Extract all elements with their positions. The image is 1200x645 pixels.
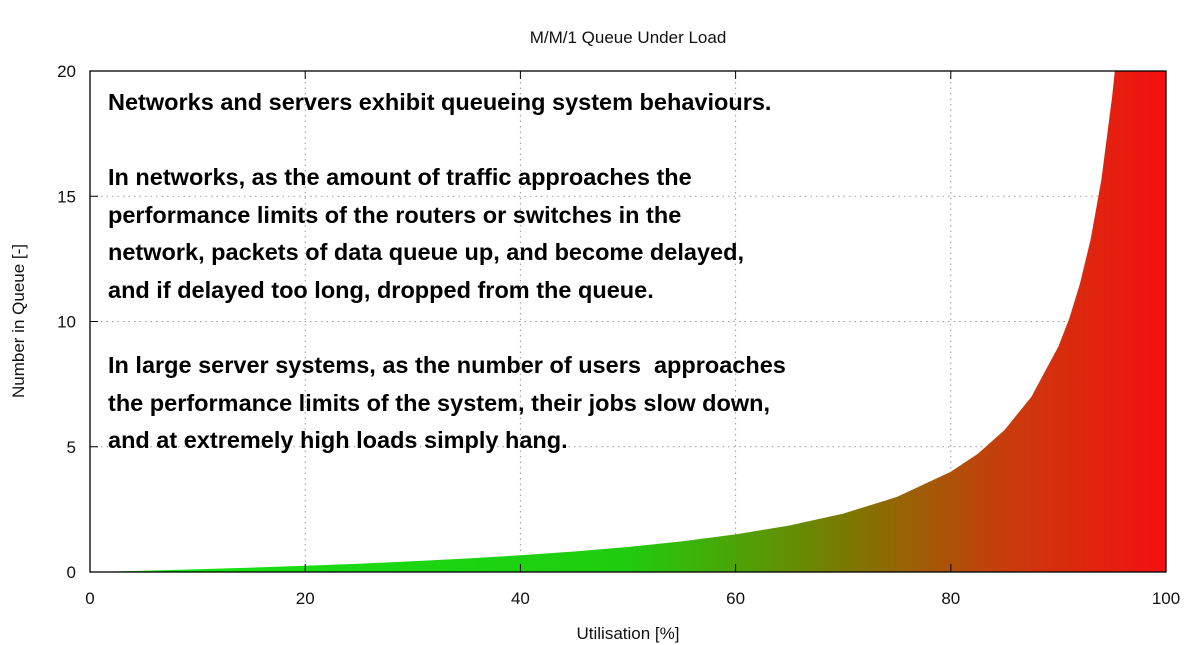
x-tick-label: 60 [726,589,745,608]
x-tick-label: 0 [85,589,94,608]
ticks: 0 20 40 60 80 100 0 5 10 15 20 [57,62,1180,608]
annotation-line [108,310,786,348]
annotation-text: Networks and servers exhibit queueing sy… [108,84,786,460]
annotation-line: and at extremely high loads simply hang. [108,427,568,454]
y-tick-label: 0 [67,563,76,582]
y-tick-label: 15 [57,187,76,206]
y-tick-label: 10 [57,313,76,332]
annotation-line [108,122,786,160]
annotation-line: the performance limits of the system, th… [108,389,771,416]
y-axis-label: Number in Queue [-] [9,244,28,398]
annotation-line: In networks, as the amount of traffic ap… [108,164,692,191]
x-axis-label: Utilisation [%] [577,624,680,643]
chart-title: M/M/1 Queue Under Load [530,28,727,47]
y-tick-label: 5 [67,438,76,457]
x-tick-label: 100 [1152,589,1180,608]
y-tick-label: 20 [57,62,76,81]
x-tick-label: 40 [511,589,530,608]
annotation-line: Networks and servers exhibit queueing sy… [108,89,772,115]
queue-area [90,71,1166,572]
annotation-line: and if delayed too long, dropped from th… [108,276,654,303]
annotation-line: performance limits of the routers or swi… [108,201,682,228]
x-tick-label: 20 [296,589,315,608]
annotation-line: network, packets of data queue up, and b… [108,239,744,266]
x-tick-label: 80 [941,589,960,608]
annotation-line: In large server systems, as the number o… [108,352,786,379]
